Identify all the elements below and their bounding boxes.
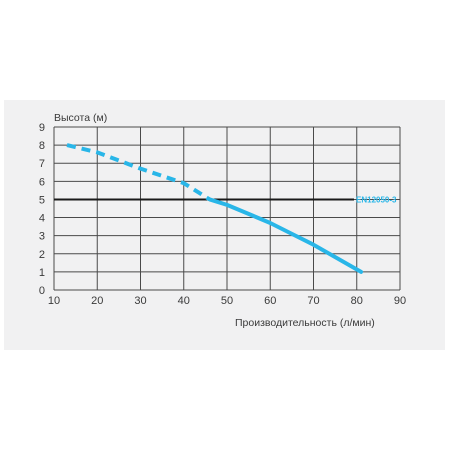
y-tick-label: 4 <box>39 213 45 225</box>
x-tick-label: 70 <box>307 295 319 307</box>
y-tick-label: 5 <box>39 194 45 206</box>
x-tick-label: 90 <box>394 295 406 307</box>
y-tick-label: 7 <box>39 158 45 170</box>
x-axis-title: Производительность (л/мин) <box>235 317 375 329</box>
y-tick-label: 6 <box>39 176 45 188</box>
y-tick-label: 0 <box>39 285 45 297</box>
x-tick-label: 20 <box>91 295 103 307</box>
reference-layer: EN12050-3 <box>54 195 397 204</box>
x-tick-label: 60 <box>264 295 276 307</box>
y-tick-label: 3 <box>39 231 45 243</box>
x-tick-label: 30 <box>134 295 146 307</box>
series-line-dashed <box>66 143 211 202</box>
tick-labels: 10 20 30 40 50 60 70 80 90 0 1 2 3 4 5 6 7 8 9 <box>39 122 406 307</box>
y-tick-label: 1 <box>39 267 45 279</box>
x-tick-label: 50 <box>221 295 233 307</box>
y-tick-label: 8 <box>39 140 45 152</box>
chart-panel: EN12050-3 10 20 30 40 50 60 70 80 90 0 1 2 3 4 5 6 7 8 9 В… <box>4 100 445 350</box>
x-tick-label: 10 <box>48 295 60 307</box>
chart-svg: EN12050-3 10 20 30 40 50 60 70 80 90 0 1 2 3 4 5 6 7 8 9 В… <box>39 112 406 329</box>
series-layer <box>66 143 364 274</box>
grid <box>53 126 401 291</box>
reference-line-label: EN12050-3 <box>356 195 397 204</box>
x-tick-label: 80 <box>351 295 363 307</box>
x-tick-label: 40 <box>178 295 190 307</box>
y-tick-label: 2 <box>39 249 45 261</box>
series-line-solid <box>207 197 364 274</box>
y-tick-label: 9 <box>39 122 45 134</box>
y-axis-title: Высота (м) <box>54 112 107 124</box>
